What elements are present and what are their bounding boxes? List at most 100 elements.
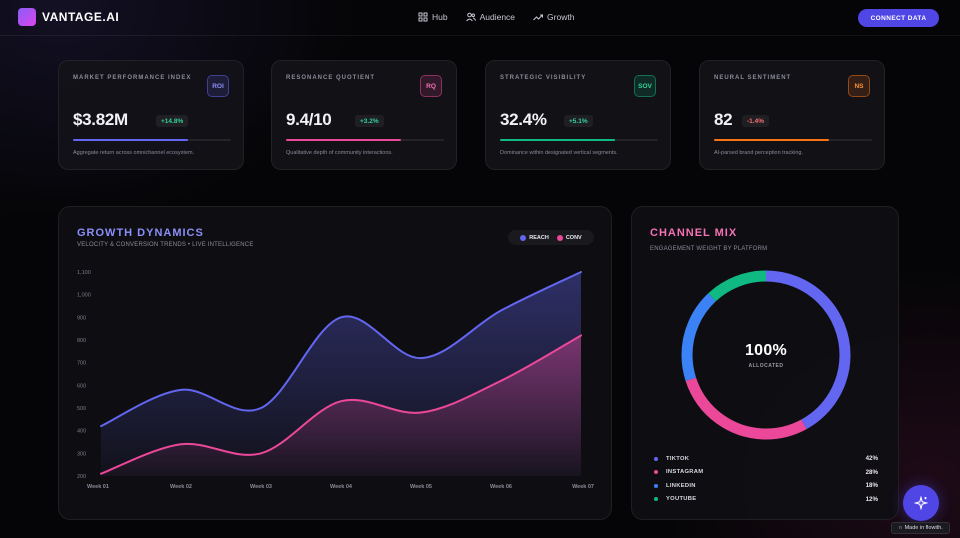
kpi-progress-fill: [286, 139, 402, 141]
y-tick-label: 200: [77, 474, 86, 480]
donut-center-value: 100%: [744, 342, 788, 359]
x-tick-label: Week 02: [170, 484, 192, 490]
nav-item-label: Audience: [479, 12, 516, 22]
channel-name: LINKEDIN: [666, 482, 696, 489]
x-tick-label: Week 01: [87, 484, 109, 490]
brand[interactable]: VANTAGE.AI: [18, 8, 119, 26]
nav-item-audience[interactable]: Audience: [465, 12, 516, 22]
y-tick-label: 300: [77, 451, 86, 457]
kpi-description: Aggregate return across omnichannel ecos…: [73, 150, 195, 156]
channel-value: 42%: [865, 455, 878, 463]
channel-value: 28%: [865, 468, 878, 476]
channel-row-tiktok: TIKTOK 42%: [654, 452, 878, 466]
channel-name: TIKTOK: [666, 455, 690, 462]
channel-row-youtube: YOUTUBE 12%: [654, 493, 878, 507]
growth-dynamics-panel: GROWTH DYNAMICS VELOCITY & CONVERSION TR…: [58, 206, 612, 520]
x-tick-label: Week 04: [330, 484, 353, 490]
kpi-card-roi: MARKET PERFORMANCE INDEX ROI $3.82M +14.…: [58, 60, 244, 170]
legend-dot: [520, 234, 527, 241]
series-area-conv: [101, 335, 581, 476]
made-in-badge[interactable]: ∩ Made in flowith.: [891, 522, 950, 534]
connect-data-button[interactable]: CONNECT DATA: [858, 9, 939, 27]
kpi-description: AI-parsed brand perception tracking.: [714, 150, 803, 156]
ai-assistant-button[interactable]: [903, 485, 939, 521]
channel-dot: [654, 497, 658, 502]
x-tick-label: Week 05: [410, 484, 432, 490]
channel-dot: [654, 456, 658, 461]
kpi-value: 32.4%: [500, 110, 547, 129]
kpi-progress-track: [286, 139, 444, 141]
x-tick-label: Week 07: [572, 484, 594, 490]
kpi-progress-track: [714, 139, 872, 141]
nav-item-label: Growth: [547, 12, 575, 22]
donut-slice-linkedin[interactable]: [681, 270, 851, 440]
kpi-description: Qualitative depth of community interacti…: [286, 150, 393, 156]
kpi-card-sov: STRATEGIC VISIBILITY SOV 32.4% +5.1% Dom…: [485, 60, 671, 170]
y-tick-label: 700: [77, 361, 86, 367]
donut-slice-instagram[interactable]: [681, 270, 851, 440]
kpi-title: RESONANCE QUOTIENT: [286, 75, 376, 81]
channel-name: YOUTUBE: [666, 496, 697, 503]
x-tick-label: Week 06: [490, 484, 512, 490]
y-tick-label: 1,100: [77, 270, 91, 276]
kpi-change-badge: +3.2%: [355, 115, 384, 127]
kpi-badge: ROI: [207, 75, 229, 97]
sparkle-icon: [914, 496, 928, 510]
kpi-value: $3.82M: [73, 110, 128, 129]
growth-area-chart: 200 300 400 500 600 700 800 900 1,000 1,100 Week 0…: [77, 270, 594, 490]
panel-subtitle: ENGAGEMENT WEIGHT BY PLATFORM: [650, 246, 768, 252]
channel-value: 18%: [865, 482, 878, 490]
kpi-change-badge: -1.4%: [742, 115, 769, 127]
donut-slice-youtube[interactable]: [681, 270, 851, 440]
nav-item-label: Hub: [432, 12, 448, 22]
channel-mix-panel: CHANNEL MIX ENGAGEMENT WEIGHT BY PLATFOR…: [631, 206, 899, 520]
legend-item-reach[interactable]: REACH: [520, 234, 549, 241]
series-line-conv[interactable]: [100, 334, 582, 475]
y-tick-label: 400: [77, 429, 86, 435]
users-icon: [465, 12, 476, 22]
kpi-progress-track: [73, 139, 231, 141]
channel-name: INSTAGRAM: [666, 469, 704, 476]
channel-dot: [654, 470, 658, 475]
kpi-progress-fill: [714, 139, 830, 141]
brand-name: VANTAGE.AI: [42, 10, 120, 24]
x-tick-label: Week 03: [250, 484, 272, 490]
kpi-value: 82: [714, 110, 733, 129]
channel-value: 12%: [865, 495, 878, 503]
donut-center: 100% ALLOCATED: [716, 342, 816, 369]
legend-item-conv[interactable]: CONV: [556, 234, 582, 241]
donut-center-label: ALLOCATED: [748, 363, 784, 369]
kpi-progress-track: [500, 139, 658, 141]
kpi-progress-fill: [73, 139, 189, 141]
kpi-value: 9.4/10: [286, 110, 332, 129]
brand-logo-icon: [18, 8, 36, 26]
nav-item-growth[interactable]: Growth: [533, 12, 574, 22]
y-tick-label: 500: [77, 406, 86, 412]
kpi-card-ns: NEURAL SENTIMENT NS 82 -1.4% AI-parsed b…: [699, 60, 885, 170]
kpi-title: MARKET PERFORMANCE INDEX: [73, 75, 192, 81]
chart-legend: REACH CONV: [508, 230, 594, 245]
kpi-badge: NS: [848, 75, 870, 97]
channel-dot: [654, 483, 658, 488]
flowith-logo-icon: ∩: [898, 525, 903, 531]
kpi-badge: RQ: [420, 75, 442, 97]
y-tick-label: 600: [77, 383, 86, 389]
top-navigation-bar: VANTAGE.AI Hub Audience Growth: [0, 0, 960, 36]
kpi-change-badge: +5.1%: [564, 115, 593, 127]
kpi-title: NEURAL SENTIMENT: [714, 75, 792, 81]
channel-list: TIKTOK 42% INSTAGRAM 28% LINKEDIN 18% YO…: [654, 452, 878, 506]
y-tick-label: 800: [77, 338, 86, 344]
nav-item-hub[interactable]: Hub: [418, 12, 448, 22]
series-line-reach[interactable]: [100, 271, 582, 428]
kpi-change-badge: +14.8%: [156, 115, 189, 127]
y-tick-label: 900: [77, 315, 86, 321]
channel-row-instagram: INSTAGRAM 28%: [654, 466, 878, 480]
panel-title: CHANNEL MIX: [650, 227, 738, 239]
kpi-card-rq: RESONANCE QUOTIENT RQ 9.4/10 +3.2% Quali…: [271, 60, 457, 170]
panel-subtitle: VELOCITY & CONVERSION TRENDS • LIVE INTE…: [77, 242, 254, 248]
trend-up-icon: [533, 14, 544, 21]
legend-dot: [556, 234, 563, 241]
kpi-description: Dominance within designated vertical seg…: [500, 150, 618, 156]
y-tick-label: 1,000: [77, 293, 91, 299]
